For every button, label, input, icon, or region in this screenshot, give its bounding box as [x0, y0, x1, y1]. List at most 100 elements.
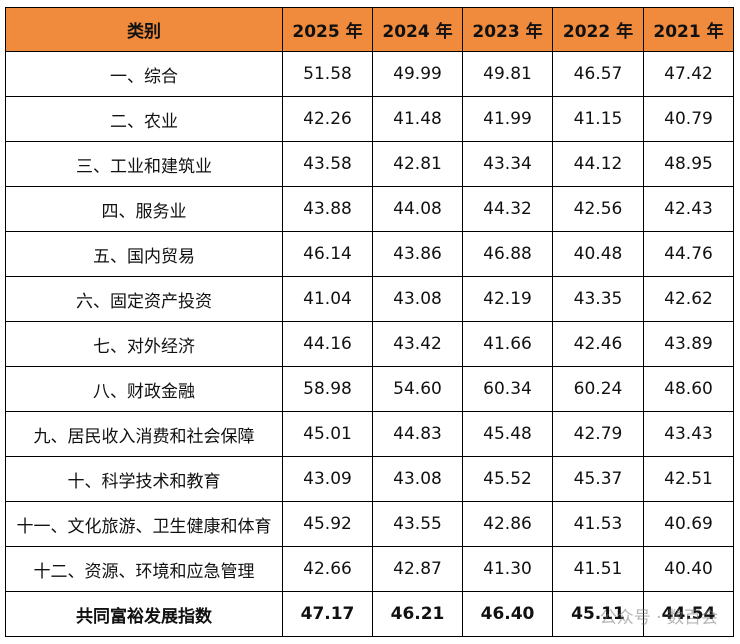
category-cell: 十一、文化旅游、卫生健康和体育 [5, 501, 283, 547]
value-cell: 45.01 [282, 411, 373, 457]
value-cell: 45.48 [462, 411, 553, 457]
value-cell: 43.43 [643, 411, 734, 457]
value-cell: 43.09 [282, 456, 373, 502]
value-cell: 60.24 [552, 366, 644, 412]
value-cell: 43.42 [372, 321, 463, 367]
category-cell: 共同富裕发展指数 [5, 591, 283, 637]
value-cell: 42.43 [643, 186, 734, 232]
category-cell: 十、科学技术和教育 [5, 456, 283, 502]
value-cell: 45.37 [552, 456, 644, 502]
value-cell: 41.99 [462, 96, 553, 142]
table-row: 九、居民收入消费和社会保障 45.01 44.83 45.48 42.79 43.43 [5, 411, 734, 457]
total-row: 共同富裕发展指数 47.17 46.21 46.40 45.11 44.54 [5, 591, 734, 637]
value-cell: 41.51 [552, 546, 644, 592]
value-cell: 44.54 [643, 591, 734, 637]
value-cell: 41.15 [552, 96, 644, 142]
value-cell: 49.81 [462, 51, 553, 97]
value-cell: 43.08 [372, 456, 463, 502]
category-cell: 一、综合 [5, 51, 283, 97]
category-cell: 二、农业 [5, 96, 283, 142]
value-cell: 46.88 [462, 231, 553, 277]
table-row: 七、对外经济 44.16 43.42 41.66 42.46 43.89 [5, 321, 734, 367]
value-cell: 46.14 [282, 231, 373, 277]
value-cell: 44.76 [643, 231, 734, 277]
category-cell: 四、服务业 [5, 186, 283, 232]
value-cell: 45.92 [282, 501, 373, 547]
table-row: 四、服务业 43.88 44.08 44.32 42.56 42.43 [5, 186, 734, 232]
value-cell: 40.69 [643, 501, 734, 547]
header-cell: 2024 年 [372, 7, 463, 52]
value-cell: 42.86 [462, 501, 553, 547]
table-row: 六、固定资产投资 41.04 43.08 42.19 43.35 42.62 [5, 276, 734, 322]
table-row: 十一、文化旅游、卫生健康和体育 45.92 43.55 42.86 41.53 40.69 [5, 501, 734, 547]
value-cell: 43.86 [372, 231, 463, 277]
value-cell: 40.40 [643, 546, 734, 592]
category-cell: 五、国内贸易 [5, 231, 283, 277]
data-table: 类别 2025 年 2024 年 2023 年 2022 年 2021 年 一、综合 51.… [5, 7, 734, 637]
header-row: 类别 2025 年 2024 年 2023 年 2022 年 2021 年 [5, 7, 734, 52]
table-row: 十、科学技术和教育 43.09 43.08 45.52 45.37 42.51 [5, 456, 734, 502]
value-cell: 47.17 [282, 591, 373, 637]
value-cell: 51.58 [282, 51, 373, 97]
value-cell: 60.34 [462, 366, 553, 412]
table-row: 八、财政金融 58.98 54.60 60.34 60.24 48.60 [5, 366, 734, 412]
category-cell: 七、对外经济 [5, 321, 283, 367]
value-cell: 43.08 [372, 276, 463, 322]
value-cell: 40.79 [643, 96, 734, 142]
header-cell: 2023 年 [462, 7, 553, 52]
value-cell: 42.56 [552, 186, 644, 232]
value-cell: 47.42 [643, 51, 734, 97]
value-cell: 42.26 [282, 96, 373, 142]
value-cell: 44.16 [282, 321, 373, 367]
value-cell: 44.12 [552, 141, 644, 187]
category-cell: 六、固定资产投资 [5, 276, 283, 322]
header-cell: 2021 年 [643, 7, 734, 52]
value-cell: 58.98 [282, 366, 373, 412]
value-cell: 43.58 [282, 141, 373, 187]
table-row: 二、农业 42.26 41.48 41.99 41.15 40.79 [5, 96, 734, 142]
value-cell: 42.87 [372, 546, 463, 592]
watermark: 公众号 · 数百会 [599, 608, 718, 628]
value-cell: 41.48 [372, 96, 463, 142]
value-cell: 43.89 [643, 321, 734, 367]
value-cell: 41.04 [282, 276, 373, 322]
table-row: 一、综合 51.58 49.99 49.81 46.57 47.42 [5, 51, 734, 97]
value-cell: 40.48 [552, 231, 644, 277]
value-cell: 43.34 [462, 141, 553, 187]
table-row: 三、工业和建筑业 43.58 42.81 43.34 44.12 48.95 [5, 141, 734, 187]
category-cell: 九、居民收入消费和社会保障 [5, 411, 283, 457]
value-cell: 46.40 [462, 591, 553, 637]
value-cell: 48.95 [643, 141, 734, 187]
value-cell: 45.52 [462, 456, 553, 502]
table-body: 一、综合 51.58 49.99 49.81 46.57 47.42 二、农业 42.26 41… [5, 51, 734, 637]
value-cell: 43.35 [552, 276, 644, 322]
value-cell: 42.62 [643, 276, 734, 322]
value-cell: 41.66 [462, 321, 553, 367]
value-cell: 49.99 [372, 51, 463, 97]
value-cell: 44.08 [372, 186, 463, 232]
value-cell: 41.53 [552, 501, 644, 547]
value-cell: 43.55 [372, 501, 463, 547]
value-cell: 42.81 [372, 141, 463, 187]
value-cell: 43.88 [282, 186, 373, 232]
value-cell: 46.21 [372, 591, 463, 637]
value-cell: 42.51 [643, 456, 734, 502]
value-cell: 48.60 [643, 366, 734, 412]
value-cell: 44.32 [462, 186, 553, 232]
value-cell: 42.66 [282, 546, 373, 592]
value-cell: 54.60 [372, 366, 463, 412]
value-cell: 42.46 [552, 321, 644, 367]
header-cell: 2022 年 [552, 7, 644, 52]
table-row: 五、国内贸易 46.14 43.86 46.88 40.48 44.76 [5, 231, 734, 277]
category-cell: 八、财政金融 [5, 366, 283, 412]
value-cell: 42.79 [552, 411, 644, 457]
value-cell: 42.19 [462, 276, 553, 322]
category-cell: 十二、资源、环境和应急管理 [5, 546, 283, 592]
table-row: 十二、资源、环境和应急管理 42.66 42.87 41.30 41.51 40.40 [5, 546, 734, 592]
header-cell: 类别 [5, 7, 283, 52]
value-cell: 44.83 [372, 411, 463, 457]
value-cell: 46.57 [552, 51, 644, 97]
category-cell: 三、工业和建筑业 [5, 141, 283, 187]
value-cell: 41.30 [462, 546, 553, 592]
